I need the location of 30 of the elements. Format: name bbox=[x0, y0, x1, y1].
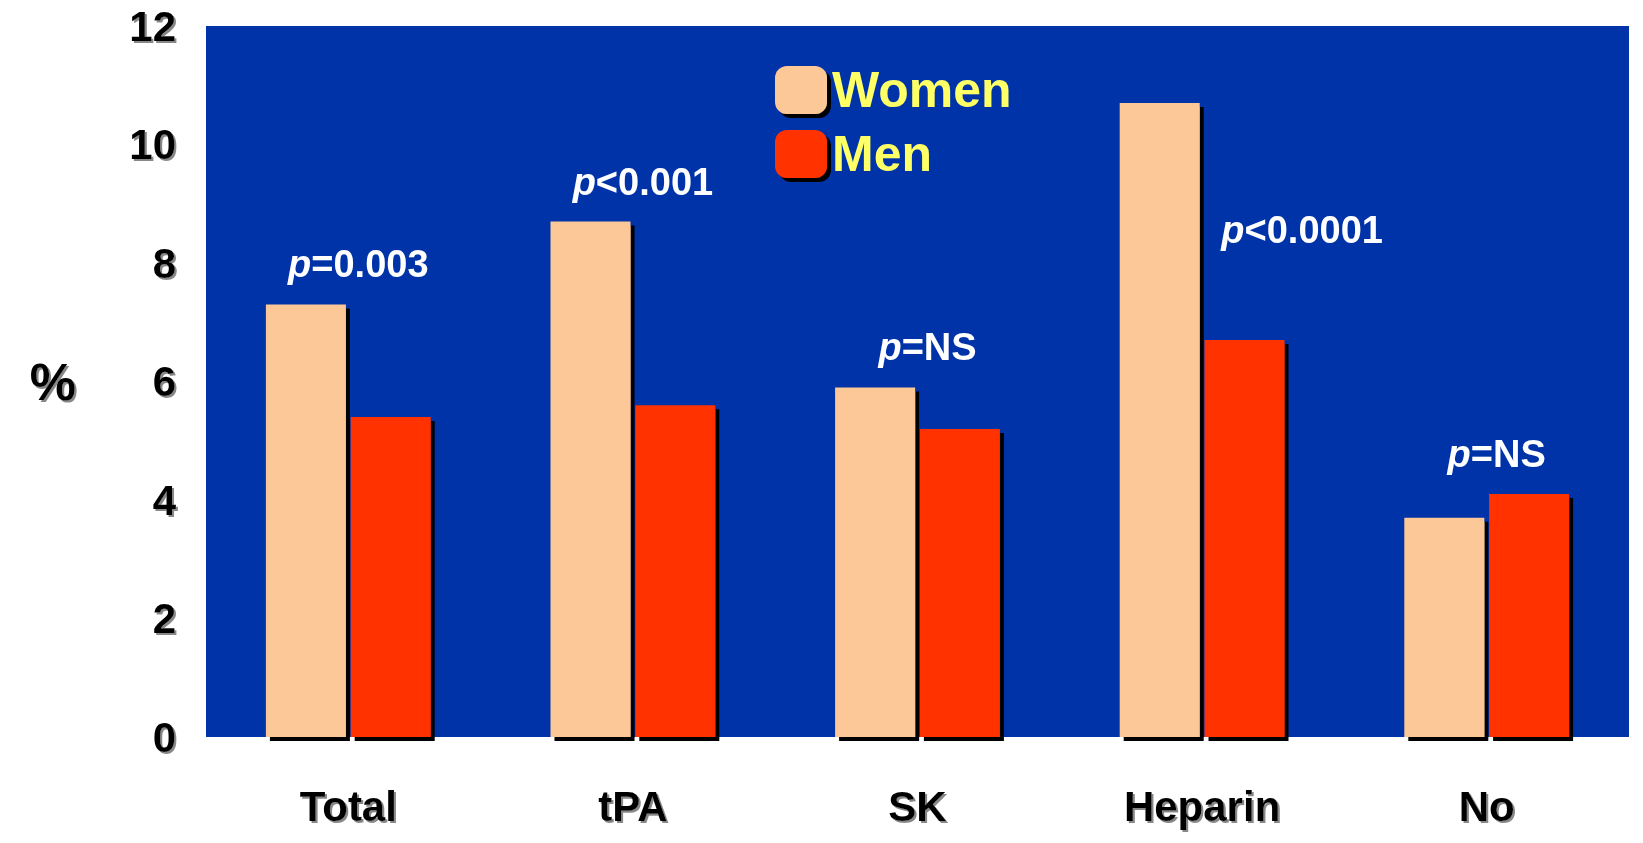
bar bbox=[1204, 340, 1285, 737]
bar bbox=[919, 428, 1000, 737]
y-tick-label: 8 bbox=[152, 239, 176, 287]
y-tick-label: 0 bbox=[152, 713, 176, 761]
bar bbox=[350, 417, 431, 737]
annotation: p<0.0001 bbox=[1220, 209, 1383, 252]
bar bbox=[1489, 494, 1570, 737]
x-tick-label: Total bbox=[299, 782, 397, 830]
annotation: p<0.001 bbox=[571, 160, 714, 203]
y-tick-label: 2 bbox=[152, 595, 176, 642]
bar bbox=[550, 221, 631, 737]
legend-label: Women bbox=[832, 62, 1012, 118]
y-tick-label: 10 bbox=[129, 121, 176, 168]
bar bbox=[835, 387, 916, 737]
legend-label: Men bbox=[832, 126, 932, 182]
x-tick-label: Heparin bbox=[1123, 782, 1281, 830]
y-tick-label: 6 bbox=[152, 358, 176, 405]
annotation: p=0.003 bbox=[287, 243, 429, 286]
annotation: p=NS bbox=[877, 326, 977, 369]
bar bbox=[635, 405, 716, 737]
bar bbox=[1119, 103, 1200, 737]
bar bbox=[265, 304, 346, 737]
y-tick-label: 12 bbox=[129, 2, 176, 50]
annotation: p=NS bbox=[1446, 433, 1546, 476]
x-tick-label: No bbox=[1458, 782, 1515, 830]
y-tick-label: 4 bbox=[152, 476, 177, 524]
bar bbox=[1404, 517, 1485, 737]
y-axis-title: % bbox=[29, 352, 76, 411]
x-tick-label: SK bbox=[888, 782, 947, 830]
x-tick-label: tPA bbox=[598, 782, 668, 830]
